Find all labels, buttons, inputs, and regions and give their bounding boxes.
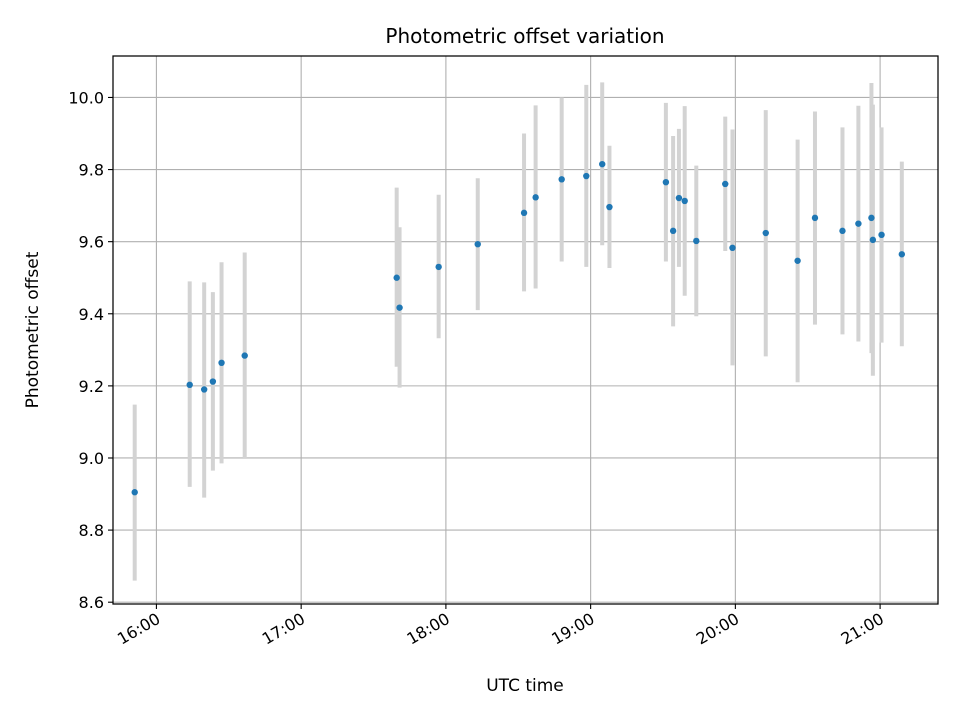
data-point	[662, 178, 670, 186]
data-point	[855, 220, 862, 227]
data-point	[520, 209, 528, 217]
y-tick-label: 9.2	[79, 377, 104, 396]
y-axis-ticks: 8.6 8.8 9.0 9.2 9.4 9.6 9.8 10.0	[68, 88, 113, 612]
data-point	[675, 194, 683, 202]
data-point	[209, 378, 217, 385]
data-point	[669, 227, 677, 235]
y-tick-label: 9.0	[79, 449, 104, 468]
data-point	[583, 172, 590, 180]
y-tick-label: 9.6	[79, 233, 104, 252]
y-tick-label: 9.8	[79, 161, 104, 180]
data-point	[722, 180, 729, 188]
data-point	[869, 236, 877, 244]
data-point	[794, 257, 801, 264]
data-point	[396, 304, 403, 311]
data-point	[241, 352, 248, 359]
data-point	[558, 176, 565, 183]
data-point	[878, 231, 885, 239]
data-point	[898, 251, 906, 258]
data-point	[532, 194, 539, 201]
data-point	[474, 240, 481, 248]
data-point	[693, 237, 700, 245]
data-point	[218, 359, 225, 367]
data-point	[435, 263, 442, 271]
data-point	[681, 197, 688, 205]
data-point	[599, 160, 606, 168]
y-tick-label: 9.4	[79, 305, 104, 324]
data-points	[131, 160, 906, 496]
y-tick-label: 10.0	[68, 88, 104, 107]
data-point	[729, 244, 736, 251]
data-point	[186, 381, 193, 388]
data-point	[762, 229, 769, 237]
y-axis-label: Photometric offset	[23, 251, 43, 408]
data-point	[868, 214, 875, 222]
chart-title: Photometric offset variation	[385, 24, 664, 48]
plot-frame	[112, 55, 939, 605]
data-point	[393, 274, 400, 281]
data-point	[811, 214, 819, 222]
data-point	[839, 227, 846, 235]
x-axis-label: UTC time	[486, 676, 564, 696]
data-point	[131, 489, 138, 496]
data-point	[200, 386, 208, 393]
y-tick-label: 8.8	[79, 521, 104, 540]
y-tick-label: 8.6	[79, 593, 104, 612]
data-point	[606, 203, 613, 211]
